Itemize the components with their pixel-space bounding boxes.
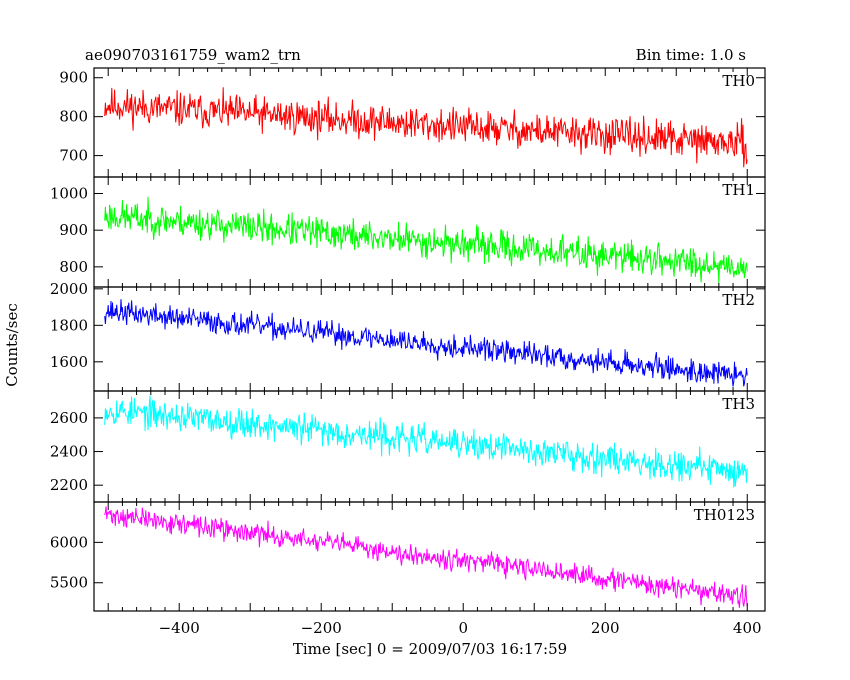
y-tick-label: 900 [59, 221, 88, 239]
panel-label: TH3 [722, 395, 755, 413]
y-tick-label: 5500 [50, 574, 88, 592]
y-tick-label: 2400 [50, 443, 88, 461]
y-tick-label: 2200 [50, 476, 88, 494]
y-tick-label: 800 [59, 258, 88, 276]
y-tick-label: 1600 [50, 353, 88, 371]
x-tick-label: 400 [733, 619, 762, 637]
y-axis-label: Counts/sec [3, 303, 21, 387]
series-th1 [104, 196, 748, 284]
series-th0 [104, 87, 748, 168]
panel-th0: 700 800 900 TH0 [59, 67, 766, 178]
y-tick-label: 900 [59, 69, 88, 87]
panel-label: TH0123 [694, 506, 755, 524]
y-tick-label: 800 [59, 108, 88, 126]
y-tick-label: 2600 [50, 409, 88, 427]
x-tick-label: 0 [458, 619, 468, 637]
series-th0123 [104, 506, 748, 608]
chart-title: ae090703161759_wam2_trn [85, 46, 301, 64]
panel-th0123: 5500 6000 TH0123 [50, 501, 766, 612]
panel-th3: 2200 2400 2600 TH3 [50, 390, 766, 503]
panel-th2: 1600 1800 2000 TH2 [50, 280, 766, 392]
y-tick-label: 6000 [50, 533, 88, 551]
x-tick-label: −200 [301, 619, 342, 637]
series-th3 [104, 395, 748, 488]
panel-label: TH2 [722, 291, 755, 309]
y-tick-label: 700 [59, 147, 88, 165]
panel-frame [93, 67, 766, 178]
x-axis-label: Time [sec] 0 = 2009/07/03 16:17:59 [293, 640, 567, 658]
panel-frame [93, 501, 766, 612]
y-tick-label: 2000 [50, 280, 88, 298]
x-tick-label: −400 [159, 619, 200, 637]
x-tick-label: 200 [591, 619, 620, 637]
panel-label: TH0 [722, 72, 755, 90]
panel-label: TH1 [722, 181, 755, 199]
panel-frame [93, 390, 766, 503]
series-th2 [104, 299, 748, 387]
y-tick-label: 1000 [50, 185, 88, 203]
panel-th1: 800 900 1000 TH1 [50, 176, 766, 288]
y-tick-label: 1800 [50, 316, 88, 334]
bin-time-label: Bin time: 1.0 s [636, 46, 746, 64]
